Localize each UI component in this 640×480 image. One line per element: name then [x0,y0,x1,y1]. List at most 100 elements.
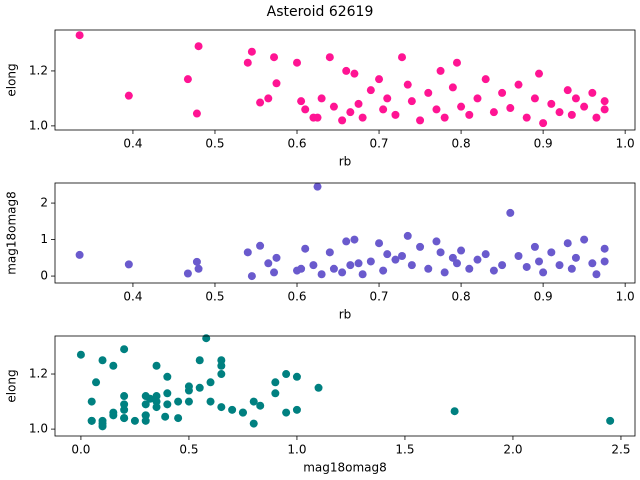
scatter-point [350,235,359,244]
y-tick-label: 1.0 [29,118,48,132]
y-tick-label: 1.2 [29,63,48,77]
figure-title: Asteroid 62619 [267,4,374,20]
scatter-point [247,272,256,281]
scatter-point [325,248,334,257]
x-tick-label: 0.5 [179,443,198,457]
scatter-point [350,69,359,78]
scatter-point [555,108,564,117]
scatter-point [580,235,589,244]
scatter-point [600,105,609,114]
scatter-point [522,262,531,271]
scatter-point [325,53,334,62]
scatter-point [338,268,347,277]
scatter-point [206,378,215,387]
scatter-point [247,47,256,56]
scatter-point [375,239,384,248]
scatter-point [243,58,252,67]
scatter-point [206,397,215,406]
scatter-point [416,116,425,125]
scatter-point [522,113,531,122]
scatter-point [329,264,338,273]
scatter-point [238,408,247,417]
scatter-point [338,116,347,125]
scatter-point [448,83,457,92]
x-tick-label: 0.9 [534,290,553,304]
scatter-point [293,58,302,67]
scatter-point [379,266,388,275]
scatter-point [366,86,375,95]
y-tick-label: 1.0 [29,422,48,436]
scatter-point [563,86,572,95]
y-tick-label: 2 [40,196,48,210]
scatter-point [600,244,609,253]
scatter-point [301,244,310,253]
scatter-point [567,110,576,119]
scatter-point [120,345,129,354]
scatter-point [163,372,172,381]
scatter-point [403,80,412,89]
x-tick-label: 0.4 [123,290,142,304]
scatter-point [416,242,425,251]
scatter-point [436,248,445,257]
scatter-point [440,113,449,122]
scatter-point [301,105,310,114]
scatter-point [588,259,597,268]
scatter-point [98,416,107,425]
x-tick-label: 0.5 [205,137,224,151]
scatter-point [432,105,441,114]
scatter-point [489,108,498,117]
scatter-point [292,405,301,414]
scatter-point [184,386,193,395]
scatter-point [600,97,609,106]
scatter-point [391,110,400,119]
scatter-point [346,261,355,270]
scatter-point [398,251,407,260]
scatter-point [313,182,322,191]
scatter-point [271,389,280,398]
scatter-point [452,259,461,268]
scatter-point [161,412,170,421]
scatter-point [174,414,183,423]
scatter-point [282,408,291,417]
scatter-point [506,104,515,113]
scatter-point [264,259,273,268]
scatter-point [152,361,161,370]
scatter-point [342,237,351,246]
scatter-point [141,400,150,409]
scatter-point [530,94,539,103]
scatter-point [120,400,129,409]
scatter-point [124,260,133,269]
scatter-point [313,113,322,122]
scatter-point [346,108,355,117]
scatter-point [329,102,338,111]
x-tick-label: 0.7 [369,137,388,151]
scatter-point [580,102,589,111]
x-tick-label: 0.8 [452,137,471,151]
scatter-point [606,416,615,425]
scatter-point [342,66,351,75]
x-tick-label: 0.6 [287,137,306,151]
scatter-point [375,75,384,84]
scatter-point [141,411,150,420]
scatter-point [141,392,150,401]
scatter-point [317,270,326,279]
scatter-point [535,69,544,78]
scatter-point [264,94,273,103]
scatter-point [403,231,412,240]
scatter-point [547,99,556,108]
x-tick-label: 1.0 [287,443,306,457]
scatter-point [202,334,211,343]
scatter-point [436,66,445,75]
scatter-point [98,356,107,365]
y-tick-label: 0 [40,269,48,283]
scatter-point [309,261,318,270]
scatter-point [75,250,84,259]
y-axis-label: elong [5,369,19,402]
scatter-point [450,407,459,416]
scatter-point [120,414,129,423]
scatter-point [571,94,580,103]
scatter-point [217,356,226,365]
x-tick-label: 1.0 [616,290,635,304]
